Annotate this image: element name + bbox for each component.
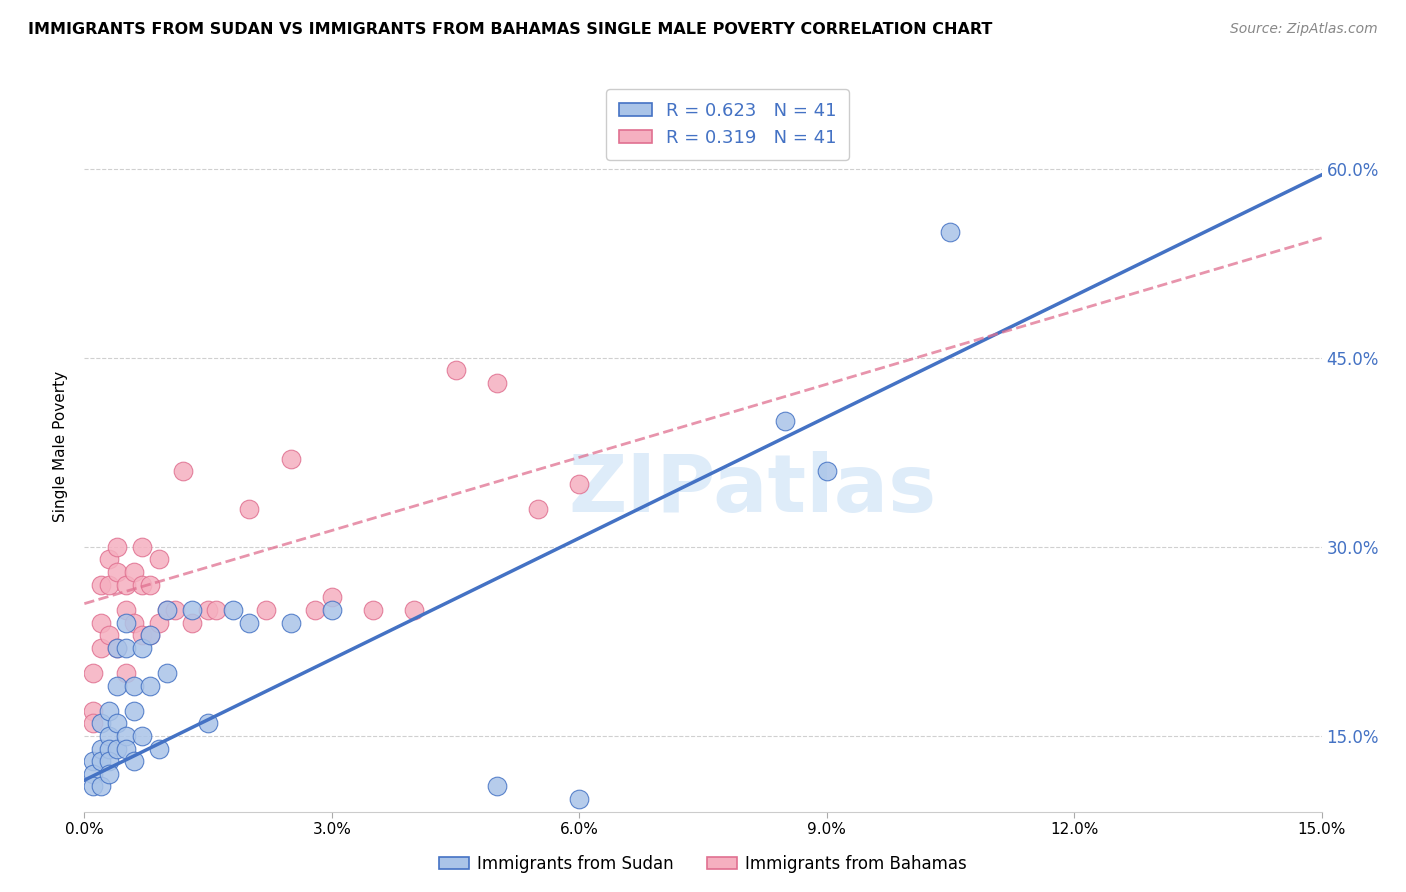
Point	[131, 640, 153, 655]
Legend: R = 0.623   N = 41, R = 0.319   N = 41: R = 0.623 N = 41, R = 0.319 N = 41	[606, 89, 849, 160]
Point	[98, 628, 121, 642]
Point	[114, 665, 136, 680]
Point	[222, 603, 245, 617]
Point	[165, 603, 187, 617]
Point	[122, 615, 145, 630]
Point	[304, 603, 326, 617]
Point	[321, 603, 343, 617]
Point	[82, 767, 104, 781]
Point	[98, 754, 121, 768]
Point	[114, 741, 136, 756]
Point	[131, 628, 153, 642]
Point	[131, 578, 153, 592]
Point	[180, 615, 202, 630]
Point	[156, 665, 179, 680]
Point	[90, 741, 112, 756]
Point	[139, 578, 162, 592]
Point	[131, 729, 153, 743]
Point	[527, 502, 550, 516]
Point	[98, 704, 121, 718]
Point	[105, 540, 128, 554]
Point	[238, 502, 260, 516]
Point	[82, 665, 104, 680]
Point	[98, 729, 121, 743]
Point	[280, 451, 302, 466]
Point	[90, 578, 112, 592]
Point	[82, 754, 104, 768]
Point	[98, 741, 121, 756]
Text: IMMIGRANTS FROM SUDAN VS IMMIGRANTS FROM BAHAMAS SINGLE MALE POVERTY CORRELATION: IMMIGRANTS FROM SUDAN VS IMMIGRANTS FROM…	[28, 22, 993, 37]
Legend: Immigrants from Sudan, Immigrants from Bahamas: Immigrants from Sudan, Immigrants from B…	[432, 848, 974, 880]
Point	[90, 754, 112, 768]
Point	[114, 729, 136, 743]
Point	[105, 640, 128, 655]
Point	[238, 615, 260, 630]
Point	[139, 628, 162, 642]
Point	[90, 716, 112, 731]
Point	[114, 640, 136, 655]
Point	[98, 552, 121, 566]
Text: ZIPatlas: ZIPatlas	[568, 450, 936, 529]
Point	[90, 640, 112, 655]
Point	[180, 603, 202, 617]
Point	[775, 414, 797, 428]
Point	[139, 628, 162, 642]
Point	[114, 615, 136, 630]
Point	[105, 741, 128, 756]
Point	[254, 603, 277, 617]
Point	[131, 540, 153, 554]
Point	[122, 565, 145, 579]
Point	[568, 476, 591, 491]
Point	[205, 603, 228, 617]
Point	[172, 464, 194, 478]
Point	[105, 640, 128, 655]
Point	[90, 780, 112, 794]
Point	[105, 565, 128, 579]
Point	[939, 225, 962, 239]
Point	[98, 578, 121, 592]
Point	[815, 464, 838, 478]
Point	[444, 363, 467, 377]
Point	[156, 603, 179, 617]
Y-axis label: Single Male Poverty: Single Male Poverty	[53, 370, 69, 522]
Point	[148, 552, 170, 566]
Point	[321, 591, 343, 605]
Point	[404, 603, 426, 617]
Point	[122, 704, 145, 718]
Point	[105, 679, 128, 693]
Point	[105, 716, 128, 731]
Point	[90, 615, 112, 630]
Point	[197, 603, 219, 617]
Point	[568, 792, 591, 806]
Point	[148, 615, 170, 630]
Point	[82, 780, 104, 794]
Point	[122, 754, 145, 768]
Point	[122, 679, 145, 693]
Point	[485, 780, 508, 794]
Point	[280, 615, 302, 630]
Point	[82, 704, 104, 718]
Point	[114, 603, 136, 617]
Text: Source: ZipAtlas.com: Source: ZipAtlas.com	[1230, 22, 1378, 37]
Point	[98, 767, 121, 781]
Point	[156, 603, 179, 617]
Point	[148, 741, 170, 756]
Point	[197, 716, 219, 731]
Point	[361, 603, 384, 617]
Point	[82, 716, 104, 731]
Point	[114, 578, 136, 592]
Point	[485, 376, 508, 390]
Point	[139, 679, 162, 693]
